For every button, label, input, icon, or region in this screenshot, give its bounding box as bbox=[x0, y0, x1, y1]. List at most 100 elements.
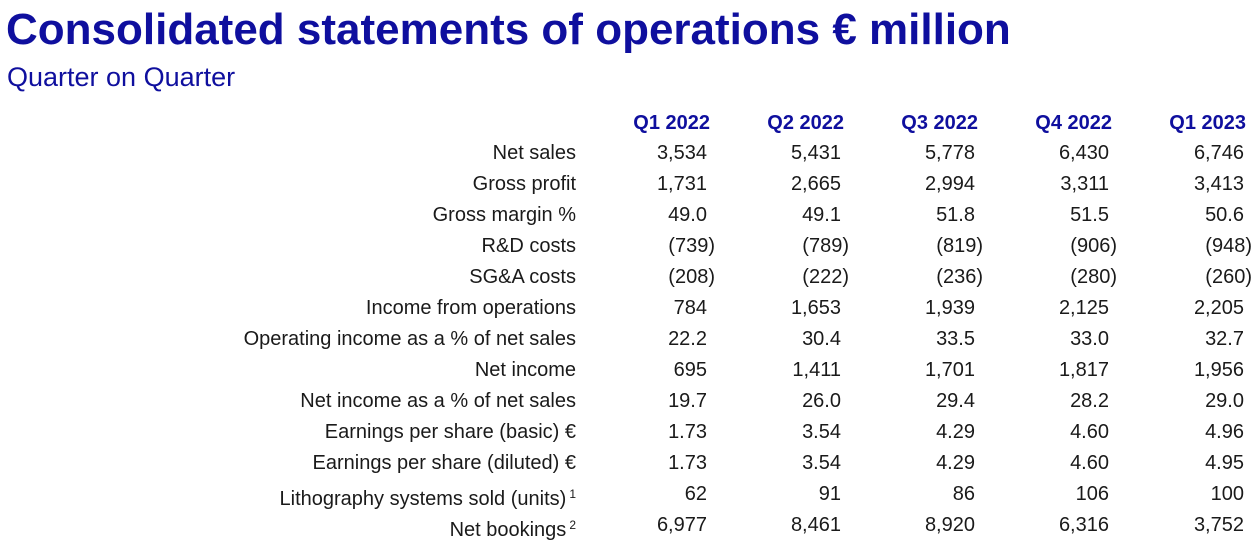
row-label: Operating income as a % of net sales bbox=[244, 324, 576, 355]
column-header: Q1 2022 bbox=[633, 112, 710, 134]
row-label-text: Net income bbox=[474, 359, 576, 381]
table-cell: 100 bbox=[1210, 483, 1244, 505]
row-label: Net sales bbox=[493, 138, 576, 169]
table-cell: 91 bbox=[818, 483, 841, 505]
table-cell: 1.73 bbox=[668, 452, 707, 474]
row-label-text: R&D costs bbox=[481, 235, 576, 257]
column-header: Q1 2023 bbox=[1169, 112, 1246, 134]
table-cell: 5,778 bbox=[924, 142, 975, 164]
table-cell: (789) bbox=[802, 235, 849, 257]
table-cell: 4.29 bbox=[936, 421, 975, 443]
table-row: Income from operations 784 1,653 1,939 2,125… bbox=[0, 293, 1258, 324]
row-label-text: Operating income as a % of net sales bbox=[243, 328, 576, 350]
table-cell: 51.5 bbox=[1070, 204, 1109, 226]
row-label: Gross margin % bbox=[433, 200, 576, 231]
page-title: Consolidated statements of operations € … bbox=[6, 5, 1011, 54]
table-cell: 62 bbox=[684, 483, 707, 505]
row-label: SG&A costs bbox=[469, 262, 576, 293]
column-header: Q4 2022 bbox=[1035, 112, 1112, 134]
table-cell: 3,752 bbox=[1193, 514, 1244, 536]
table-cell: 784 bbox=[673, 297, 707, 319]
row-label: Gross profit bbox=[473, 169, 576, 200]
table-cell: 26.0 bbox=[802, 390, 841, 412]
table-cell: 6,746 bbox=[1193, 142, 1244, 164]
table-header-row: Q1 2022 Q2 2022 Q3 2022 Q4 2022 Q1 2023 bbox=[0, 108, 1258, 138]
table-cell: 3.54 bbox=[802, 452, 841, 474]
row-label-text: Gross profit bbox=[472, 173, 576, 195]
table-cell: 2,994 bbox=[924, 173, 975, 195]
table-cell: 49.0 bbox=[668, 204, 707, 226]
table-cell: 5,431 bbox=[790, 142, 841, 164]
table-cell: (236) bbox=[936, 266, 983, 288]
row-label-text: Net bookings bbox=[449, 519, 567, 541]
table-cell: 50.6 bbox=[1205, 204, 1244, 226]
row-label: R&D costs bbox=[482, 231, 576, 262]
table-cell: 1,701 bbox=[924, 359, 975, 381]
table-cell: 33.5 bbox=[936, 328, 975, 350]
table-cell: 6,316 bbox=[1058, 514, 1109, 536]
table-cell: (208) bbox=[668, 266, 715, 288]
table-cell: 29.0 bbox=[1205, 390, 1244, 412]
table-row: Net income as a % of net sales 19.7 26.0 29… bbox=[0, 386, 1258, 417]
row-label-text: Earnings per share (diluted) € bbox=[312, 452, 576, 474]
table-cell: 4.96 bbox=[1205, 421, 1244, 443]
table-cell: 4.29 bbox=[936, 452, 975, 474]
table-cell: 3,311 bbox=[1060, 173, 1109, 195]
table-cell: 22.2 bbox=[668, 328, 707, 350]
table-cell: 6,430 bbox=[1058, 142, 1109, 164]
table-cell: 33.0 bbox=[1070, 328, 1109, 350]
statements-table: Q1 2022 Q2 2022 Q3 2022 Q4 2022 Q1 2023 … bbox=[0, 108, 1258, 541]
table-cell: (739) bbox=[668, 235, 715, 257]
table-cell: 695 bbox=[673, 359, 707, 381]
table-cell: 3,534 bbox=[656, 142, 707, 164]
row-label-text: Lithography systems sold (units) bbox=[279, 488, 567, 510]
row-label: Income from operations bbox=[366, 293, 576, 324]
table-cell: 2,205 bbox=[1193, 297, 1244, 319]
table-cell: 4.60 bbox=[1070, 421, 1109, 443]
table-cell: 8,920 bbox=[924, 514, 975, 536]
table-row: Lithography systems sold (units) 1 62 91 86 1… bbox=[0, 479, 1258, 510]
table-cell: (948) bbox=[1205, 235, 1252, 257]
table-row: Operating income as a % of net sales 22.2… bbox=[0, 324, 1258, 355]
table-cell: 3.54 bbox=[802, 421, 841, 443]
row-label: Net bookings 2 bbox=[450, 510, 576, 546]
table-cell: 4.95 bbox=[1205, 452, 1244, 474]
page-subtitle: Quarter on Quarter bbox=[7, 62, 236, 92]
table-row: SG&A costs (208) (222) (236) (280) (260) bbox=[0, 262, 1258, 293]
table-row: Net sales 3,534 5,431 5,778 6,430 6,746 bbox=[0, 138, 1258, 169]
table-cell: 2,125 bbox=[1058, 297, 1109, 319]
table-cell: 106 bbox=[1075, 483, 1109, 505]
table-row: Gross profit 1,731 2,665 2,994 3,311 3,413 bbox=[0, 169, 1258, 200]
table-row: Earnings per share (diluted) € 1.73 3.54 4.… bbox=[0, 448, 1258, 479]
table-cell: 1,411 bbox=[792, 359, 841, 381]
table-row: Gross margin % 49.0 49.1 51.8 51.5 50.6 bbox=[0, 200, 1258, 231]
footnote-marker: 2 bbox=[569, 518, 576, 532]
column-header: Q2 2022 bbox=[767, 112, 844, 134]
table-row: Earnings per share (basic) € 1.73 3.54 4.29… bbox=[0, 417, 1258, 448]
row-label: Net income bbox=[475, 355, 576, 386]
table-cell: 30.4 bbox=[802, 328, 841, 350]
row-label: Lithography systems sold (units) 1 bbox=[280, 479, 576, 515]
table-cell: 4.60 bbox=[1070, 452, 1109, 474]
row-label-text: Net sales bbox=[492, 142, 576, 164]
table-cell: 51.8 bbox=[936, 204, 975, 226]
table-cell: (222) bbox=[802, 266, 849, 288]
table-cell: (280) bbox=[1070, 266, 1117, 288]
table-cell: 29.4 bbox=[936, 390, 975, 412]
row-label: Net income as a % of net sales bbox=[300, 386, 576, 417]
table-row: R&D costs (739) (789) (819) (906) (948) bbox=[0, 231, 1258, 262]
table-cell: (260) bbox=[1205, 266, 1252, 288]
table-cell: 28.2 bbox=[1070, 390, 1109, 412]
table-cell: 3,413 bbox=[1193, 173, 1244, 195]
row-label: Earnings per share (diluted) € bbox=[313, 448, 576, 479]
row-label-text: Earnings per share (basic) € bbox=[324, 421, 576, 443]
table-cell: 6,977 bbox=[656, 514, 707, 536]
table-cell: 8,461 bbox=[790, 514, 841, 536]
row-label-text: Income from operations bbox=[365, 297, 576, 319]
footnote-marker: 1 bbox=[569, 487, 576, 501]
table-row: Net income 695 1,411 1,701 1,817 1,956 bbox=[0, 355, 1258, 386]
table-cell: 49.1 bbox=[802, 204, 841, 226]
table-cell: 1,817 bbox=[1058, 359, 1109, 381]
table-cell: 1,731 bbox=[656, 173, 707, 195]
table-cell: 86 bbox=[952, 483, 975, 505]
